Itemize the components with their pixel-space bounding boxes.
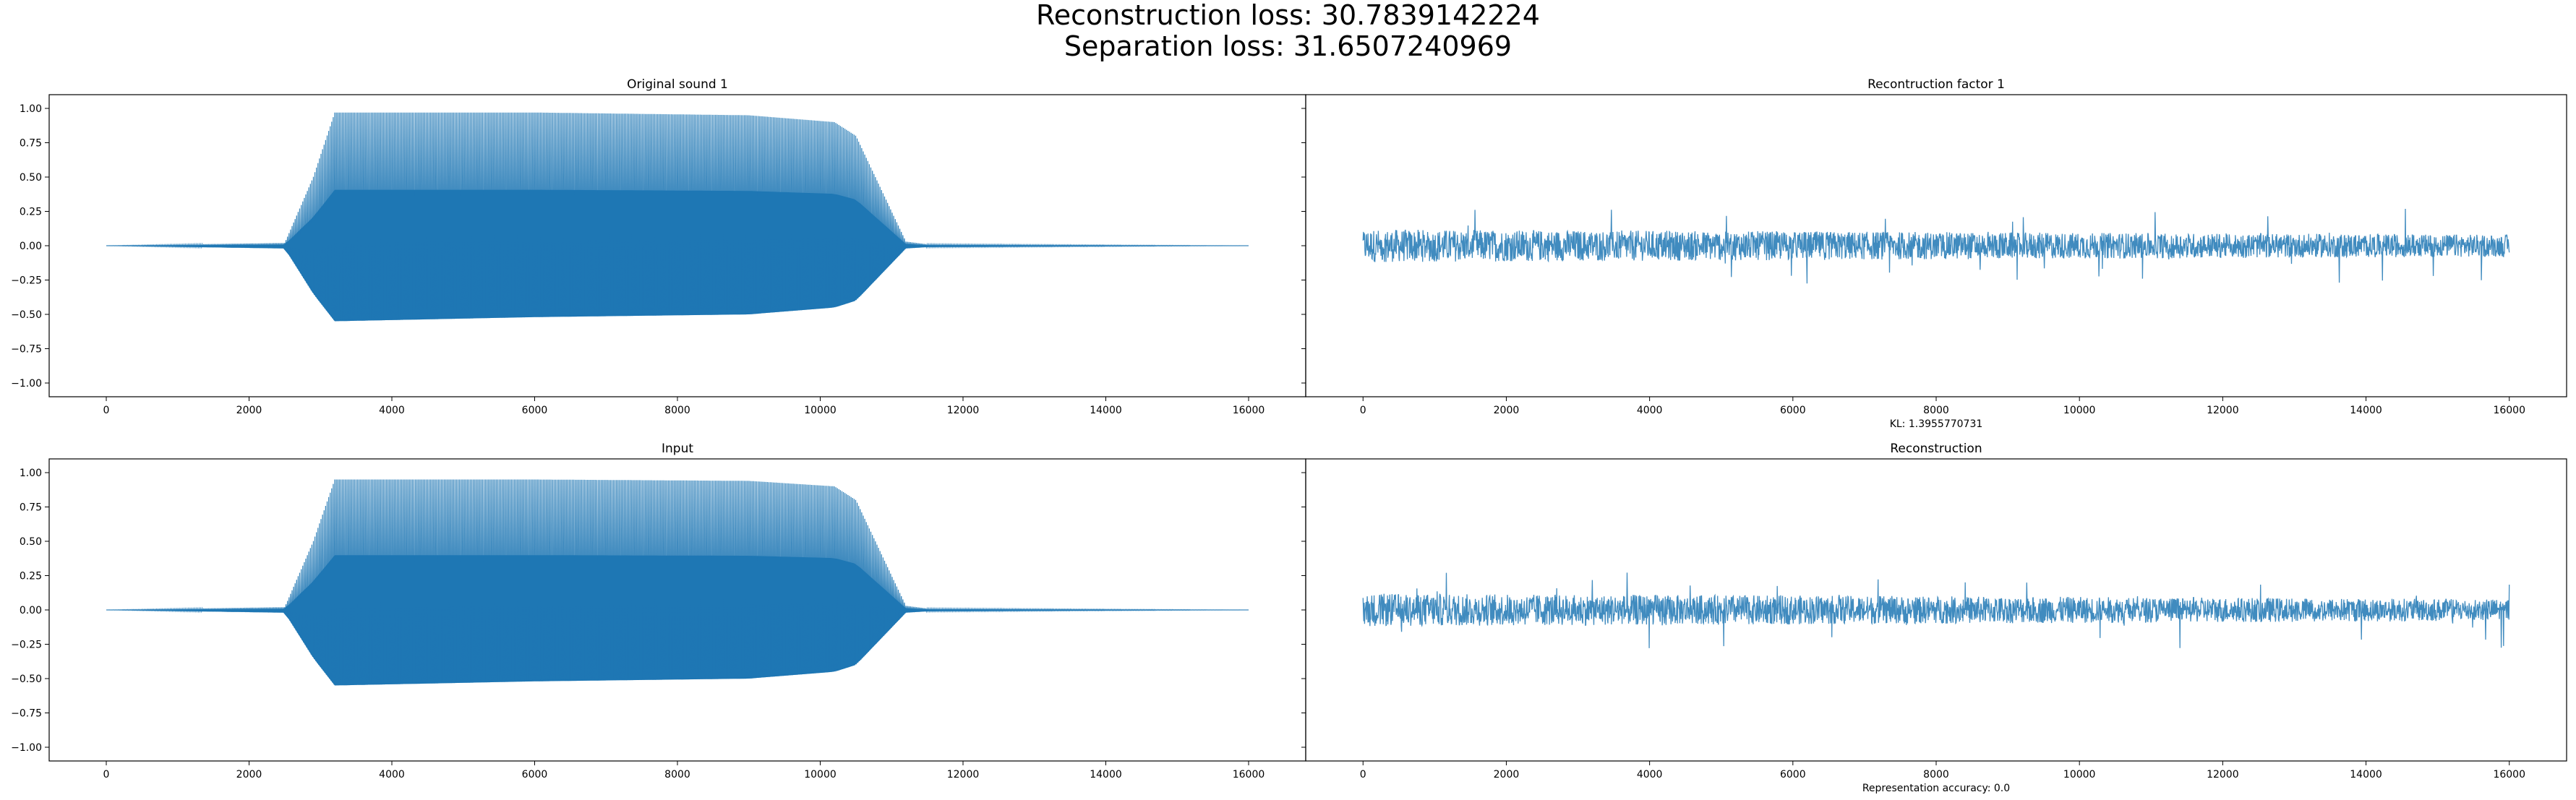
x-tick-label: 0 [103,769,110,780]
subplot-title: Reconstruction [1890,442,1982,456]
x-tick-label: 4000 [1637,769,1663,780]
x-tick-label: 14000 [2350,405,2382,416]
x-tick-label: 12000 [947,769,980,780]
y-tick-label: −0.25 [11,275,42,287]
subplot-title: Recontruction factor 1 [1867,77,2005,92]
x-axis-label: KL: 1.3955770731 [1890,418,1983,430]
reconstruction-loss-title: Reconstruction loss: 30.7839142224 [1036,0,1540,31]
x-tick-label: 6000 [1780,769,1806,780]
figure-suptitle: Reconstruction loss: 30.7839142224 Separ… [0,0,2576,62]
x-tick-label: 6000 [522,405,548,416]
y-tick-label: −1.00 [11,378,42,390]
x-tick-label: 0 [1360,405,1366,416]
y-tick-label: 0.25 [20,207,42,218]
x-tick-label: 8000 [664,405,690,416]
x-tick-label: 14000 [1090,769,1122,780]
waveform-line [106,112,1249,322]
x-tick-label: 10000 [804,769,836,780]
y-tick-label: −0.50 [11,309,42,321]
x-tick-label: 8000 [1923,405,1949,416]
x-tick-label: 12000 [2207,769,2239,780]
y-tick-label: −0.75 [11,344,42,356]
y-tick-label: 0.00 [20,605,42,616]
y-tick-label: 0.25 [20,571,42,582]
y-tick-label: −0.25 [11,640,42,651]
x-tick-label: 16000 [2493,769,2525,780]
subplot-title: Input [662,442,693,456]
waveform-line [1362,572,2510,648]
subplot-4: Reconstruction 0 2000 4000 6000 8000 10000 1200… [1301,442,2567,794]
subplot-1: Original sound 1 0 2000 4000 6000 8000 10000 12… [11,77,1306,416]
subplot-title: Original sound 1 [627,77,728,92]
y-tick-label: 0.75 [20,138,42,150]
x-tick-label: 12000 [2207,405,2239,416]
waveform-line [1362,208,2510,284]
y-tick-label: −1.00 [11,742,42,754]
x-tick-label: 2000 [236,405,262,416]
x-tick-label: 6000 [1780,405,1806,416]
subplot-3: Input 0 2000 4000 6000 8000 10000 12000 14000 160… [11,442,1306,780]
x-tick-label: 16000 [1233,769,1265,780]
x-tick-label: 2000 [1494,769,1520,780]
x-tick-label: 4000 [379,769,405,780]
x-tick-label: 0 [1360,769,1366,780]
subplot-2: Recontruction factor 1 0 2000 4000 6000 8000 1… [1301,77,2567,430]
x-tick-label: 10000 [804,405,836,416]
y-tick-label: 0.50 [20,536,42,548]
x-tick-label: 2000 [236,769,262,780]
y-tick-label: −0.50 [11,674,42,685]
waveform-line [106,479,1249,686]
x-tick-label: 4000 [379,405,405,416]
x-tick-label: 10000 [2063,405,2096,416]
separation-loss-title: Separation loss: 31.6507240969 [1064,30,1512,62]
x-tick-label: 4000 [1637,405,1663,416]
x-tick-label: 0 [103,405,110,416]
x-tick-label: 8000 [1923,769,1949,780]
x-tick-label: 8000 [664,769,690,780]
x-tick-label: 16000 [1233,405,1265,416]
x-tick-label: 16000 [2493,405,2525,416]
x-tick-label: 10000 [2063,769,2096,780]
x-tick-label: 14000 [1090,405,1122,416]
y-tick-label: −0.75 [11,708,42,720]
x-tick-label: 12000 [947,405,980,416]
y-tick-label: 0.00 [20,241,42,252]
y-tick-label: 1.00 [20,468,42,479]
y-tick-label: 1.00 [20,103,42,115]
x-tick-label: 14000 [2350,769,2382,780]
x-tick-label: 2000 [1494,405,1520,416]
y-tick-label: 0.50 [20,172,42,184]
y-tick-label: 0.75 [20,502,42,514]
x-axis-label: Representation accuracy: 0.0 [1862,783,2010,794]
x-tick-label: 6000 [522,769,548,780]
